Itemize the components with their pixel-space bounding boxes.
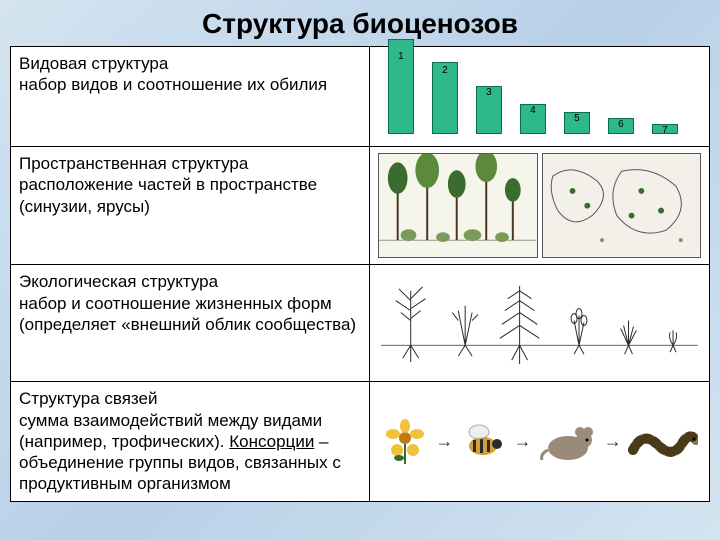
structure-table: Видовая структура набор видов и соотноше… <box>10 46 710 502</box>
flower-icon <box>381 418 429 466</box>
arrow-icon: → <box>604 431 622 452</box>
row-body: расположение частей в пространстве (сину… <box>19 175 317 215</box>
row-body: набор и соотношение жизненных форм (опре… <box>19 294 356 334</box>
chart-species-abundance: 1 2 3 4 5 6 7 <box>370 47 710 147</box>
bar-label: 7 <box>662 125 668 136</box>
table-row: Структура связей сумма взаимодействий ме… <box>11 382 710 501</box>
desc-spatial: Пространственная структура расположение … <box>11 147 370 265</box>
arrow-icon: → <box>435 431 453 452</box>
arrow-icon: → <box>514 431 532 452</box>
row-body: набор видов и соотношение их обилия <box>19 75 327 94</box>
desc-ecological: Экологическая структура набор и соотноше… <box>11 265 370 382</box>
row-heading: Видовая структура <box>19 54 168 73</box>
row-heading: Пространственная структура <box>19 154 248 173</box>
desc-species: Видовая структура набор видов и соотноше… <box>11 47 370 147</box>
table-row: Видовая структура набор видов и соотноше… <box>11 47 710 147</box>
illo-life-forms <box>370 265 710 382</box>
table-row: Экологическая структура набор и соотноше… <box>11 265 710 382</box>
illo-forest-layers <box>370 147 710 265</box>
mouse-icon <box>538 420 598 464</box>
bar-label: 2 <box>442 65 448 76</box>
snake-icon <box>628 420 698 464</box>
forest-panel-right <box>542 153 701 258</box>
row-heading: Экологическая структура <box>19 272 218 291</box>
bar-label: 5 <box>574 113 580 124</box>
bar-label: 4 <box>530 105 536 116</box>
bar-label: 3 <box>486 87 492 98</box>
page-title: Структура биоценозов <box>0 0 720 46</box>
desc-links: Структура связей сумма взаимодействий ме… <box>11 382 370 501</box>
bar-label: 6 <box>618 119 624 130</box>
table-row: Пространственная структура расположение … <box>11 147 710 265</box>
bar-chart: 1 2 3 4 5 6 7 <box>378 53 701 140</box>
row-body-underlined: Консорции <box>229 432 314 451</box>
illo-food-chain: → → <box>370 382 710 501</box>
bar-label: 1 <box>398 51 404 62</box>
bee-icon <box>459 422 507 462</box>
forest-panel-left <box>378 153 537 258</box>
row-heading: Структура связей <box>19 389 157 408</box>
